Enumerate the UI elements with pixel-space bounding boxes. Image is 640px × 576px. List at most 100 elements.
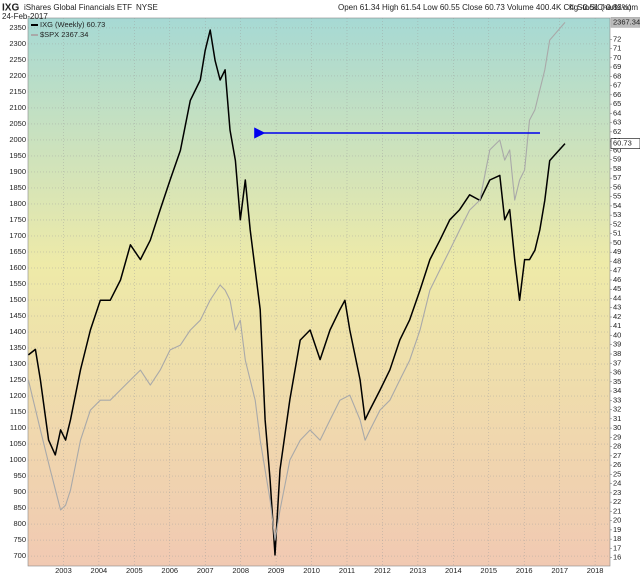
- x-tick-label: 2011: [339, 566, 355, 575]
- x-tick-label: 2010: [303, 566, 320, 575]
- y-tick-label: 1100: [10, 423, 26, 432]
- y2-tick-label: 24: [613, 479, 621, 488]
- y2-tick-label: 71: [613, 44, 621, 53]
- y2-tick-label: 38: [613, 349, 621, 358]
- y2-tick-label: 43: [613, 303, 621, 312]
- x-tick-label: 2008: [232, 566, 249, 575]
- last-value-label: 2367.34: [613, 17, 640, 26]
- y2-tick-label: 32: [613, 405, 621, 414]
- y2-tick-label: 35: [613, 377, 621, 386]
- y2-tick-label: 48: [613, 256, 621, 265]
- y2-tick-label: 44: [613, 293, 621, 302]
- y2-tick-label: 57: [613, 173, 621, 182]
- y-tick-label: 1350: [9, 343, 26, 352]
- legend-label: $SPX 2367.34: [40, 30, 88, 39]
- y-tick-label: 1300: [9, 359, 26, 368]
- source: © StockCharts.com: [569, 3, 638, 12]
- x-tick-label: 2014: [445, 566, 462, 575]
- y2-tick-label: 64: [613, 108, 621, 117]
- y-tick-label: 1550: [9, 279, 26, 288]
- y2-tick-label: 72: [613, 34, 621, 43]
- y-tick-label: 2250: [9, 55, 26, 64]
- series-line: [27, 29, 566, 556]
- y2-tick-label: 51: [613, 229, 621, 238]
- x-tick-label: 2018: [587, 566, 604, 575]
- y-tick-label: 1150: [10, 407, 26, 416]
- x-tick-label: 2013: [410, 566, 427, 575]
- y-tick-label: 950: [13, 471, 26, 480]
- y-tick-label: 2150: [9, 87, 26, 96]
- y-tick-label: 850: [13, 503, 26, 512]
- y-tick-label: 1450: [9, 311, 26, 320]
- x-tick-label: 2009: [268, 566, 285, 575]
- y-tick-label: 2350: [9, 23, 26, 32]
- x-tick-label: 2015: [480, 566, 497, 575]
- y-tick-label: 1650: [9, 247, 26, 256]
- y2-tick-label: 69: [613, 62, 621, 71]
- y-tick-label: 1800: [9, 199, 26, 208]
- y2-tick-label: 21: [613, 506, 621, 515]
- y2-tick-label: 27: [613, 451, 621, 460]
- date: 24-Feb-2017: [2, 12, 48, 21]
- y-tick-label: 1050: [9, 439, 26, 448]
- last-value-label: 60.73: [613, 139, 632, 148]
- y2-tick-label: 59: [613, 155, 621, 164]
- y2-tick-label: 31: [613, 414, 621, 423]
- y2-tick-label: 60: [613, 145, 621, 154]
- x-tick-label: 2017: [551, 566, 568, 575]
- y2-tick-label: 65: [613, 99, 621, 108]
- symbol: IXG: [2, 3, 19, 14]
- y2-tick-label: 37: [613, 358, 621, 367]
- y2-tick-label: 41: [613, 321, 621, 330]
- y-tick-label: 750: [13, 535, 26, 544]
- title: iShares Global Financials ETF: [24, 3, 132, 12]
- y-tick-label: 1000: [9, 455, 26, 464]
- x-tick-label: 2007: [197, 566, 214, 575]
- y2-tick-label: 36: [613, 368, 621, 377]
- y2-tick-label: 34: [613, 386, 621, 395]
- y2-tick-label: 19: [613, 525, 621, 534]
- y2-tick-label: 28: [613, 442, 621, 451]
- y-tick-label: 1950: [9, 151, 26, 160]
- y-tick-label: 1600: [9, 263, 26, 272]
- y2-tick-label: 67: [613, 81, 621, 90]
- y2-tick-label: 23: [613, 488, 621, 497]
- y-tick-label: 1750: [9, 215, 26, 224]
- y2-tick-label: 70: [613, 53, 621, 62]
- last-value-box: [610, 17, 640, 28]
- y2-tick-label: 45: [613, 284, 621, 293]
- series-line: [27, 22, 566, 541]
- y2-tick-label: 18: [613, 534, 621, 543]
- last-value-box: [610, 138, 640, 149]
- y-tick-label: 1900: [9, 167, 26, 176]
- y2-tick-label: 47: [613, 266, 621, 275]
- y-tick-label: 1700: [9, 231, 26, 240]
- y2-tick-label: 68: [613, 71, 621, 80]
- quote: Open 61.34 High 61.54 Low 60.55 Close 60…: [338, 3, 632, 12]
- x-tick-label: 2004: [91, 566, 108, 575]
- y-tick-label: 2050: [9, 119, 26, 128]
- y-tick-label: 1250: [9, 375, 26, 384]
- y-tick-label: 1200: [9, 391, 26, 400]
- y2-tick-label: 50: [613, 238, 621, 247]
- y-tick-label: 2200: [9, 71, 26, 80]
- y-tick-label: 1400: [9, 327, 26, 336]
- x-tick-label: 2005: [126, 566, 143, 575]
- legend-label: IXG (Weekly) 60.73: [40, 20, 105, 29]
- exchange: NYSE: [136, 3, 158, 12]
- y2-tick-label: 53: [613, 210, 621, 219]
- x-tick-label: 2003: [55, 566, 72, 575]
- y2-tick-label: 62: [613, 127, 621, 136]
- x-tick-label: 2016: [516, 566, 533, 575]
- x-tick-label: 2006: [161, 566, 178, 575]
- y-tick-label: 2300: [9, 39, 26, 48]
- plot-layer: 700 750 800 850 900 950 1000 1050 1100 1150 1200 12…: [9, 17, 640, 575]
- y2-tick-label: 26: [613, 460, 621, 469]
- y2-tick-label: 17: [613, 543, 621, 552]
- y2-tick-label: 29: [613, 432, 621, 441]
- y-tick-label: 700: [13, 551, 26, 560]
- y-tick-label: 2000: [9, 135, 26, 144]
- y2-tick-label: 22: [613, 497, 621, 506]
- y2-tick-label: 30: [613, 423, 621, 432]
- x-tick-label: 2012: [374, 566, 391, 575]
